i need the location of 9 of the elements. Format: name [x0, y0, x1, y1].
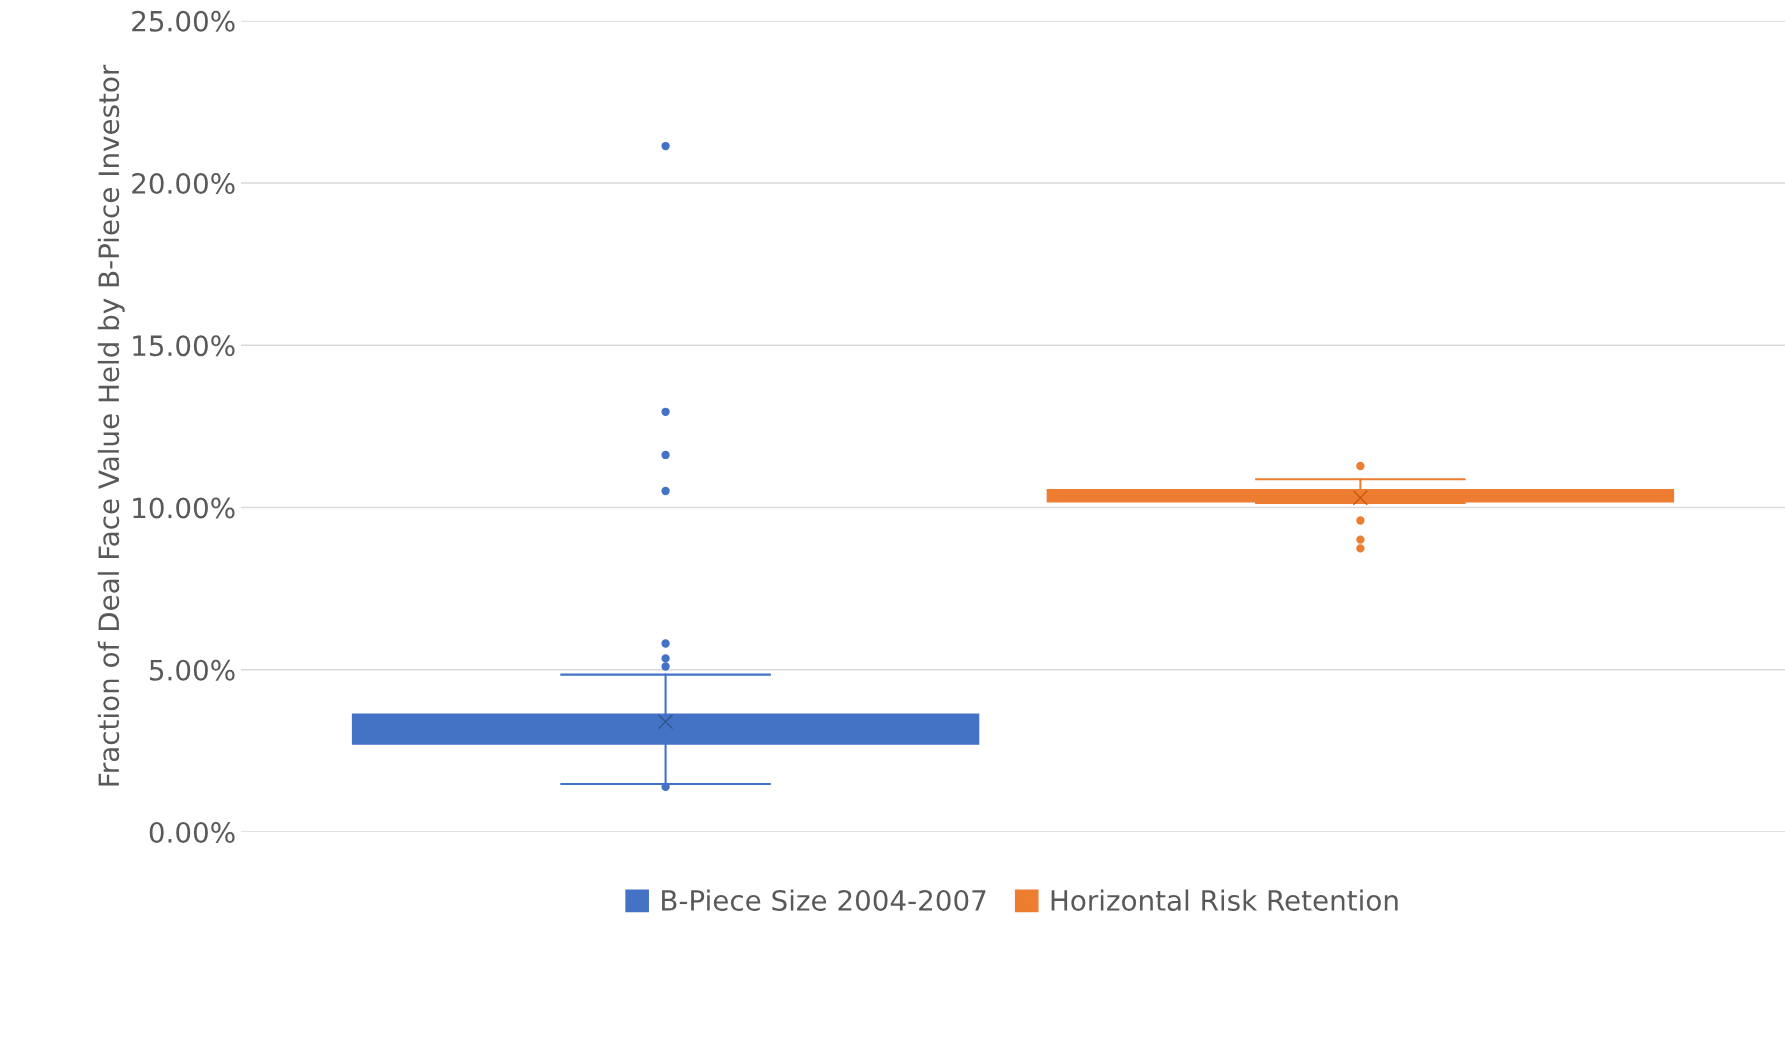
y-tick-label: 15.00%: [133, 335, 235, 357]
y-tick-label: 25.00%: [132, 10, 235, 32]
y-tick-label: 0.00%: [149, 821, 235, 843]
legend-label: B-Piece Size 2004-2007: [662, 889, 986, 911]
y-tick-label: 5.00%: [150, 659, 235, 681]
y-tick-label: 10.00%: [133, 497, 235, 519]
y-tick-label: 20.00%: [132, 172, 235, 194]
y-axis-title: Fraction of Deal Face Value Held by B-Piece Investor: [97, 64, 125, 786]
legend-label: Horizontal Risk Retention: [1051, 889, 1398, 911]
